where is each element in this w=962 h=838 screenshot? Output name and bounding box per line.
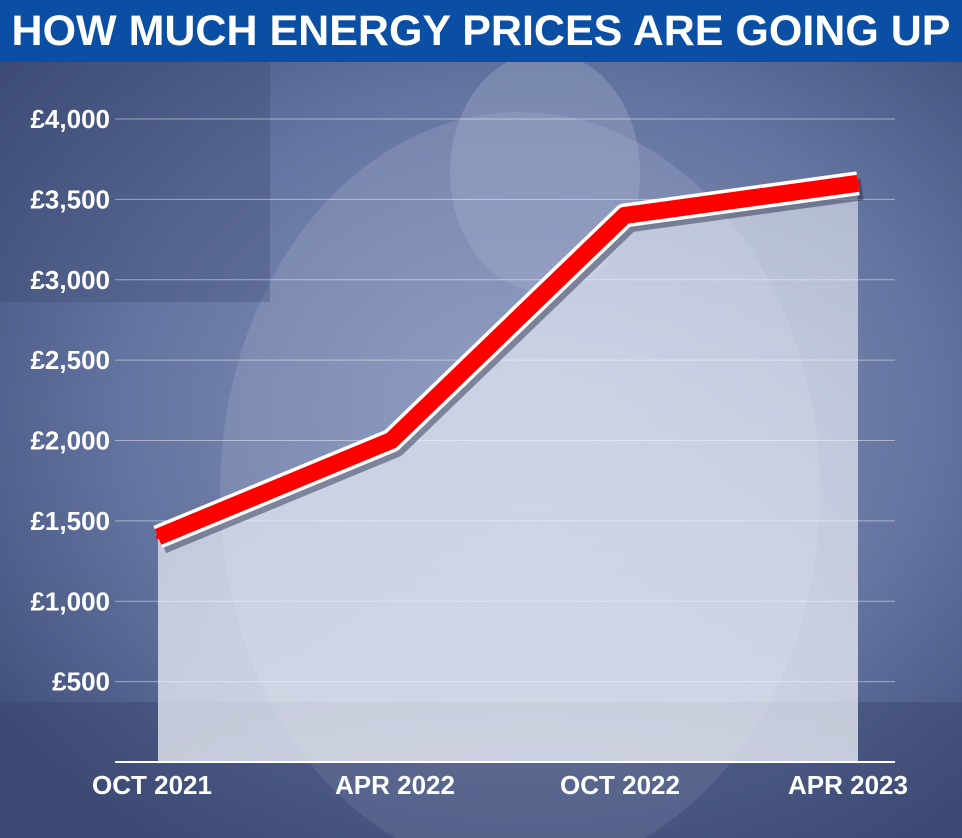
plot-area [115, 171, 895, 763]
y-tick-label: £1,500 [30, 506, 110, 536]
y-tick-label: £4,000 [30, 104, 110, 134]
data-point [389, 438, 394, 443]
data-point [622, 213, 627, 218]
data-point [856, 181, 860, 186]
y-tick-label: £2,000 [30, 426, 110, 456]
area-fill [158, 183, 858, 763]
y-tick-label: £1,000 [30, 586, 110, 616]
y-tick-label: £3,500 [30, 184, 110, 214]
data-point [156, 534, 160, 539]
series-line [154, 174, 860, 545]
y-tick-label: £500 [52, 667, 110, 697]
chart-title: HOW MUCH ENERGY PRICES ARE GOING UP [11, 6, 951, 55]
y-tick-label: £2,500 [30, 345, 110, 375]
energy-price-chart: £500 £1,000 £1,500 £2,000 £2,500 £3,000 £3,500… [0, 62, 962, 838]
title-bar: HOW MUCH ENERGY PRICES ARE GOING UP [0, 0, 962, 62]
x-tick-label: APR 2023 [788, 770, 908, 800]
y-axis-ticks: £500 £1,000 £1,500 £2,000 £2,500 £3,000 £3,500… [30, 104, 110, 697]
y-tick-label: £3,000 [30, 265, 110, 295]
x-axis-ticks: OCT 2021 APR 2022 OCT 2022 APR 2023 [92, 770, 908, 800]
background-cabinet [0, 62, 270, 302]
x-tick-label: OCT 2021 [92, 770, 212, 800]
x-tick-label: OCT 2022 [560, 770, 680, 800]
x-tick-label: APR 2022 [335, 770, 455, 800]
